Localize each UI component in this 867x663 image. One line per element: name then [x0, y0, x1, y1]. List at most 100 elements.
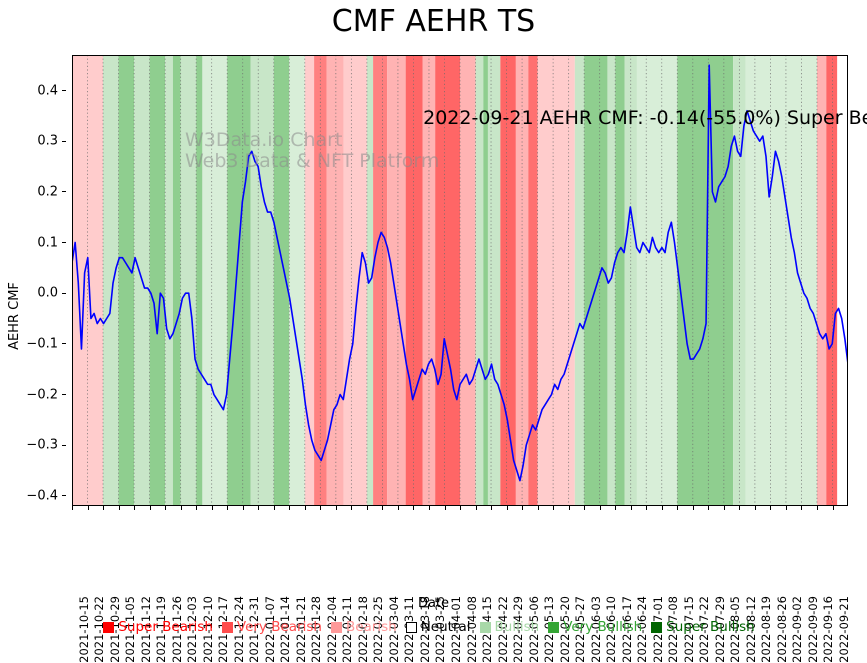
zone-band — [515, 55, 529, 506]
zone-band — [624, 55, 637, 506]
zone-band — [584, 55, 608, 506]
x-tick-mark — [444, 506, 446, 510]
legend-item[interactable]: Super Bearish — [103, 619, 213, 635]
x-tick-mark — [584, 506, 586, 510]
y-tick-mark — [62, 140, 66, 142]
x-tick-mark — [211, 506, 213, 510]
x-tick-mark — [522, 506, 524, 510]
x-tick-mark — [615, 506, 617, 510]
x-tick-mark — [134, 506, 136, 510]
y-tick-mark — [62, 292, 66, 294]
zone-band — [196, 55, 203, 506]
x-tick-mark — [770, 506, 772, 510]
zone-band — [435, 55, 460, 506]
x-tick-mark — [646, 506, 648, 510]
x-tick-mark — [320, 506, 322, 510]
x-tick-mark — [413, 506, 415, 510]
legend-item[interactable]: Very Bullish — [548, 619, 642, 635]
y-tick-mark — [62, 191, 66, 193]
y-tick-label: −0.3 — [26, 437, 58, 453]
zone-band — [304, 55, 315, 506]
zone-band — [816, 55, 827, 506]
plot-border — [72, 55, 848, 506]
legend-item[interactable]: Bearish — [330, 619, 397, 635]
zone-band — [202, 55, 228, 506]
x-tick-mark — [739, 506, 741, 510]
x-tick-mark — [475, 506, 477, 510]
x-tick-mark — [242, 506, 244, 510]
zone-band — [500, 55, 516, 506]
zone-band — [343, 55, 367, 506]
x-tick-mark — [708, 506, 710, 510]
x-tick-mark — [165, 506, 167, 510]
y-tick-mark — [62, 495, 66, 497]
x-tick-mark — [723, 506, 725, 510]
chart-title: CMF AEHR TS — [331, 4, 536, 39]
y-tick-label: −0.2 — [26, 387, 58, 402]
zone-band — [326, 55, 344, 506]
plot-area: 2022-09-21 AEHR CMF: -0.14(-55.0%) Super… — [72, 55, 867, 506]
zone-band — [483, 55, 488, 506]
y-axis-tick-labels: −0.4 −0.3 −0.2 −0.1 0.0 0.1 0.2 0.3 0.4 — [0, 55, 66, 506]
legend-swatch — [221, 621, 233, 633]
zone-band — [172, 55, 181, 506]
zone-band — [273, 55, 290, 506]
legend-label: Very Bullish — [563, 619, 643, 635]
zone-band — [636, 55, 678, 506]
y-axis-label: AEHR CMF — [7, 282, 22, 350]
x-tick-mark — [599, 506, 601, 510]
x-tick-mark — [630, 506, 632, 510]
legend-item[interactable]: Bullish — [479, 619, 539, 635]
y-tick-mark — [62, 343, 66, 345]
y-tick-label: −0.4 — [26, 488, 58, 504]
y-tick-label: 0.2 — [37, 184, 58, 200]
zone-band — [615, 55, 625, 506]
y-tick-mark — [62, 394, 66, 395]
x-tick-mark — [149, 506, 151, 510]
zone-band — [745, 55, 817, 506]
x-tick-mark — [72, 506, 73, 510]
x-tick-mark — [429, 506, 430, 510]
cmf-line-series — [72, 64, 848, 482]
chart-figure: CMF AEHR TS −0.4 −0.3 −0.2 −0.1 0.0 0.1 0.2 0.3… — [0, 4, 867, 663]
zone-band — [373, 55, 388, 506]
legend-swatch — [103, 621, 115, 633]
y-tick-mark — [62, 444, 66, 446]
zone-band — [118, 55, 135, 506]
legend-label: Bearish — [345, 619, 397, 635]
zone-band — [677, 55, 734, 506]
legend-item[interactable]: Super Bullish — [651, 619, 755, 635]
x-tick-mark — [103, 506, 104, 510]
zone-band — [607, 55, 616, 506]
x-tick-mark — [785, 506, 787, 510]
x-tick-mark — [661, 506, 663, 510]
legend-swatch — [405, 621, 417, 633]
zone-band — [528, 55, 538, 506]
x-tick-mark — [677, 506, 679, 510]
zone-band — [826, 55, 838, 506]
zone-band — [475, 55, 484, 506]
legend-item[interactable]: Neutral — [405, 619, 471, 635]
zone-band — [537, 55, 575, 506]
y-tick-mark — [62, 90, 66, 91]
y-tick-label: −0.1 — [26, 336, 58, 352]
x-tick-mark — [491, 506, 492, 510]
x-tick-mark — [273, 506, 275, 510]
x-tick-mark — [817, 506, 818, 510]
legend-swatch — [651, 621, 663, 633]
chart-subtitle: 2022-09-21 AEHR CMF: -0.14(-55.0%) Super… — [423, 107, 867, 129]
x-tick-mark — [506, 506, 508, 510]
x-tick-mark — [460, 506, 461, 510]
legend-swatch — [330, 621, 342, 633]
legend-item[interactable]: Very Bearish — [221, 619, 322, 635]
zone-band — [314, 55, 327, 506]
x-axis-label: Date — [417, 596, 450, 611]
zone-band — [387, 55, 406, 506]
x-tick-mark — [382, 506, 384, 510]
zone-band — [103, 55, 119, 506]
chart-legend: Super Bearish Very Bearish Bearish Neutral B… — [0, 619, 867, 635]
x-tick-mark — [692, 506, 694, 510]
legend-swatch — [548, 621, 560, 633]
x-tick-mark — [87, 506, 89, 510]
y-axis-label-container: AEHR CMF — [7, 180, 22, 380]
